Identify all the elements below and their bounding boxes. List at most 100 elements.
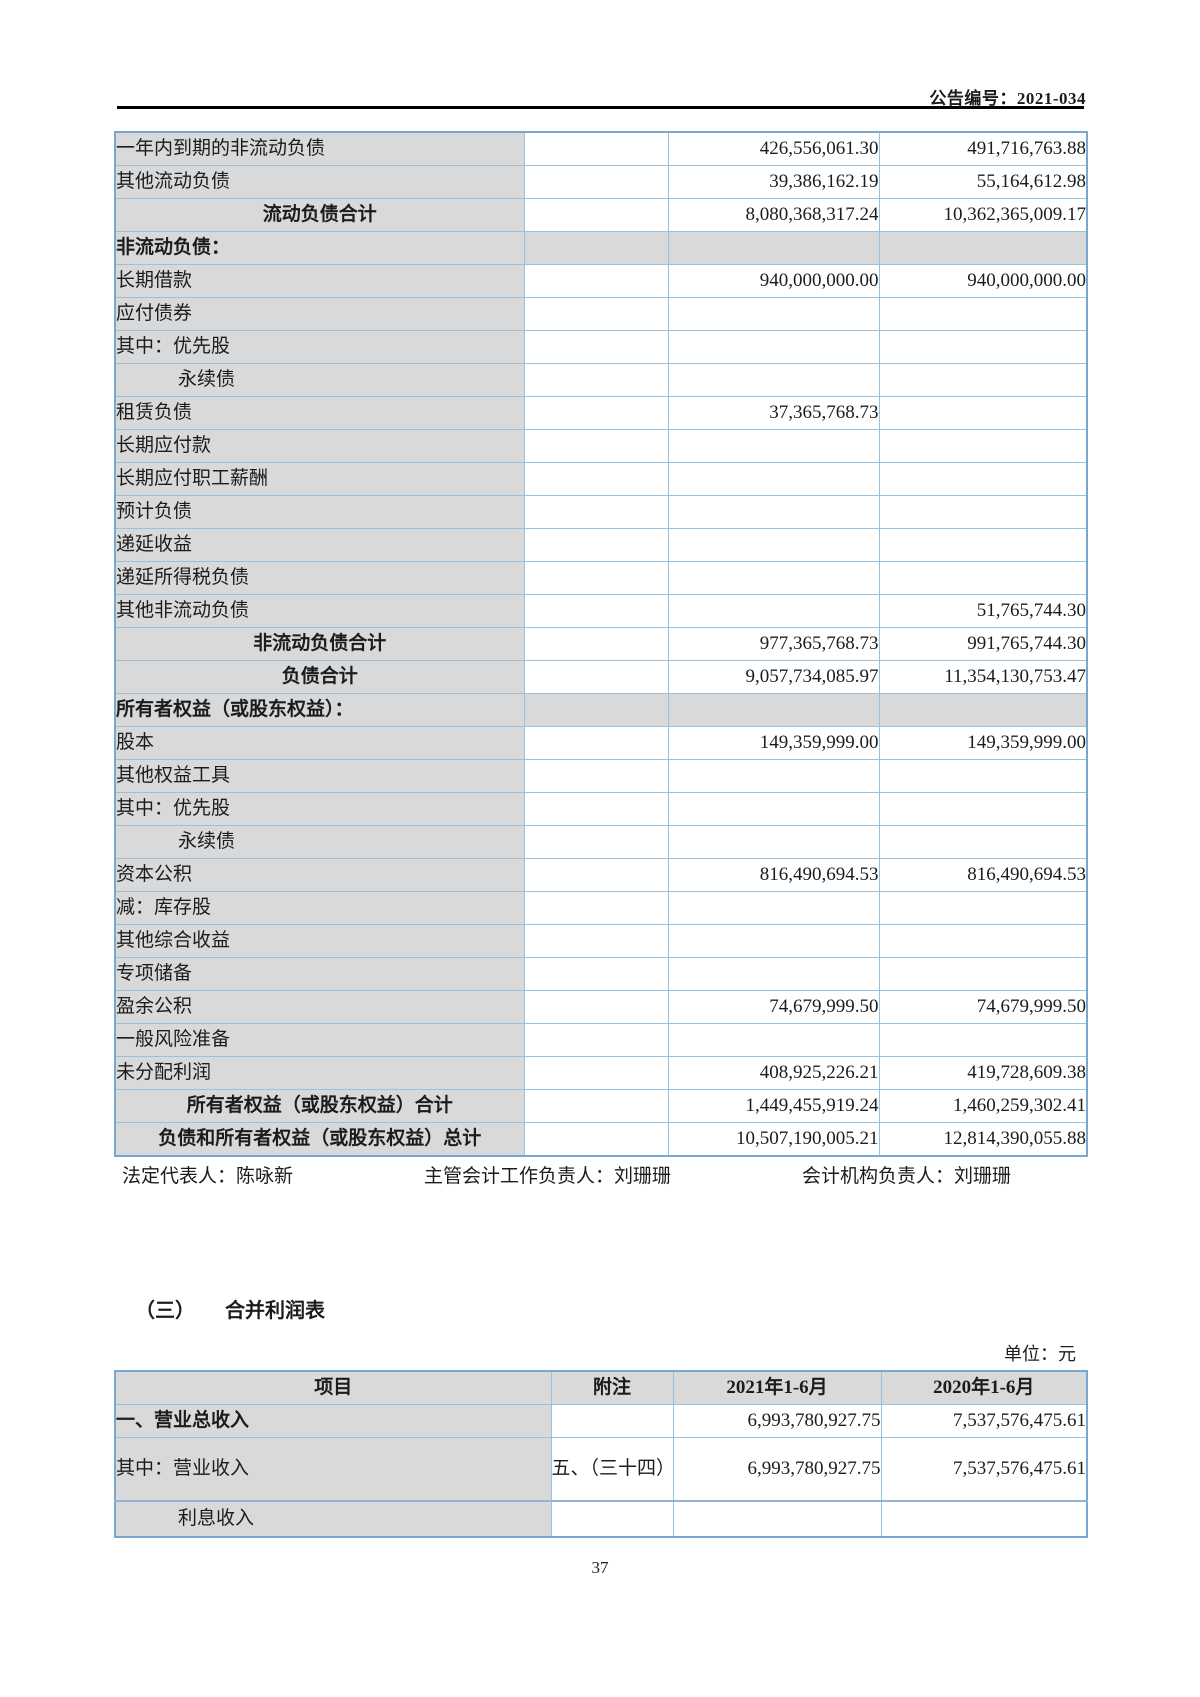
row-label: 其中：优先股 (114, 330, 525, 364)
row-label: 非流动负债： (114, 231, 525, 265)
table-row: 盈余公积 74,679,999.50 74,679,999.50 (114, 990, 1088, 1024)
value-cell: 408,925,226.21 (667, 1056, 880, 1090)
value-cell (667, 297, 880, 331)
row-label: 负债合计 (114, 660, 525, 694)
value-cell: 9,057,734,085.97 (667, 660, 880, 694)
value-cell: 991,765,744.30 (878, 627, 1088, 661)
value-cell (667, 891, 880, 925)
note-cell (523, 660, 669, 694)
note-cell (523, 726, 669, 760)
value-cell (667, 429, 880, 463)
note-cell (523, 495, 669, 529)
accounting-org-head: 会计机构负责人：刘珊珊 (802, 1166, 1012, 1187)
table-row: 减：库存股 (114, 891, 1088, 925)
note-cell (523, 792, 669, 826)
value-cell (672, 1500, 882, 1538)
note-cell (523, 231, 669, 265)
value-cell: 149,359,999.00 (667, 726, 880, 760)
value-cell (878, 792, 1088, 826)
value-cell: 11,354,130,753.47 (878, 660, 1088, 694)
value-cell (878, 693, 1088, 727)
value-cell (667, 924, 880, 958)
row-label: 非流动负债合计 (114, 627, 525, 661)
value-cell: 491,716,763.88 (878, 131, 1088, 166)
table-row: 非流动负债： (114, 231, 1088, 265)
note-cell (523, 759, 669, 793)
note-cell (523, 363, 669, 397)
table-row: 一般风险准备 (114, 1023, 1088, 1057)
header-row: 项目 附注 2021年1-6月 2020年1-6月 (114, 1370, 1088, 1405)
col-header-2020: 2020年1-6月 (880, 1370, 1088, 1405)
value-cell (878, 957, 1088, 991)
value-cell: 7,537,576,475.61 (880, 1404, 1088, 1438)
legal-representative: 法定代表人：陈咏新 (122, 1166, 294, 1187)
table-row: 专项储备 (114, 957, 1088, 991)
row-label: 利息收入 (114, 1500, 552, 1538)
note-cell (523, 858, 669, 892)
row-label: 其中：营业收入 (114, 1437, 552, 1502)
value-cell: 74,679,999.50 (667, 990, 880, 1024)
value-cell (878, 330, 1088, 364)
value-cell (878, 231, 1088, 265)
row-label: 所有者权益（或股东权益）： (114, 693, 525, 727)
note-cell (523, 131, 669, 166)
table-row: 一年内到期的非流动负债 426,556,061.30 491,716,763.88 (114, 131, 1088, 166)
note-cell (523, 528, 669, 562)
unit-label: 单位：元 (1004, 1344, 1076, 1364)
row-label: 长期应付款 (114, 429, 525, 463)
note-cell (523, 825, 669, 859)
table-row: 利息收入 (114, 1500, 1088, 1538)
value-cell (878, 561, 1088, 595)
value-cell (878, 396, 1088, 430)
value-cell: 426,556,061.30 (667, 131, 880, 166)
note-cell (523, 594, 669, 628)
table-row: 资本公积 816,490,694.53 816,490,694.53 (114, 858, 1088, 892)
row-label: 永续债 (114, 363, 525, 397)
note-cell (550, 1500, 674, 1538)
value-cell: 51,765,744.30 (878, 594, 1088, 628)
table-row: 应付债券 (114, 297, 1088, 331)
header-rule (117, 106, 1084, 109)
value-cell: 6,993,780,927.75 (672, 1404, 882, 1438)
value-cell (878, 759, 1088, 793)
page-number: 37 (591, 1558, 609, 1577)
value-cell (878, 495, 1088, 529)
note-cell (523, 297, 669, 331)
table-row: 长期应付款 (114, 429, 1088, 463)
note-cell (523, 462, 669, 496)
value-cell: 8,080,368,317.24 (667, 198, 880, 232)
value-cell (878, 825, 1088, 859)
value-cell (667, 330, 880, 364)
income-table-header: 项目 附注 2021年1-6月 2020年1-6月 (114, 1370, 1088, 1405)
row-label: 租赁负债 (114, 396, 525, 430)
table-row: 负债合计 9,057,734,085.97 11,354,130,753.47 (114, 660, 1088, 694)
note-cell (523, 1122, 669, 1157)
value-cell (667, 528, 880, 562)
row-label: 一年内到期的非流动负债 (114, 131, 525, 166)
table-row: 预计负债 (114, 495, 1088, 529)
balance-sheet-table: 一年内到期的非流动负债 426,556,061.30 491,716,763.88 其… (114, 131, 1088, 1157)
value-cell: 74,679,999.50 (878, 990, 1088, 1024)
note-cell (523, 693, 669, 727)
col-header-2021: 2021年1-6月 (672, 1370, 882, 1405)
value-cell (878, 297, 1088, 331)
value-cell (667, 693, 880, 727)
value-cell: 39,386,162.19 (667, 165, 880, 199)
table-row: 一、营业总收入 6,993,780,927.75 7,537,576,475.61 (114, 1404, 1088, 1438)
note-cell (523, 957, 669, 991)
row-label: 减：库存股 (114, 891, 525, 925)
value-cell (667, 561, 880, 595)
note-cell (523, 1089, 669, 1123)
note-cell (550, 1404, 674, 1438)
value-cell: 149,359,999.00 (878, 726, 1088, 760)
row-label: 盈余公积 (114, 990, 525, 1024)
value-cell (667, 1023, 880, 1057)
value-cell (667, 957, 880, 991)
value-cell (878, 462, 1088, 496)
value-cell: 1,449,455,919.24 (667, 1089, 880, 1123)
row-label: 长期借款 (114, 264, 525, 298)
table-row: 所有者权益（或股东权益）： (114, 693, 1088, 727)
value-cell (667, 594, 880, 628)
note-cell (523, 891, 669, 925)
row-label: 递延收益 (114, 528, 525, 562)
